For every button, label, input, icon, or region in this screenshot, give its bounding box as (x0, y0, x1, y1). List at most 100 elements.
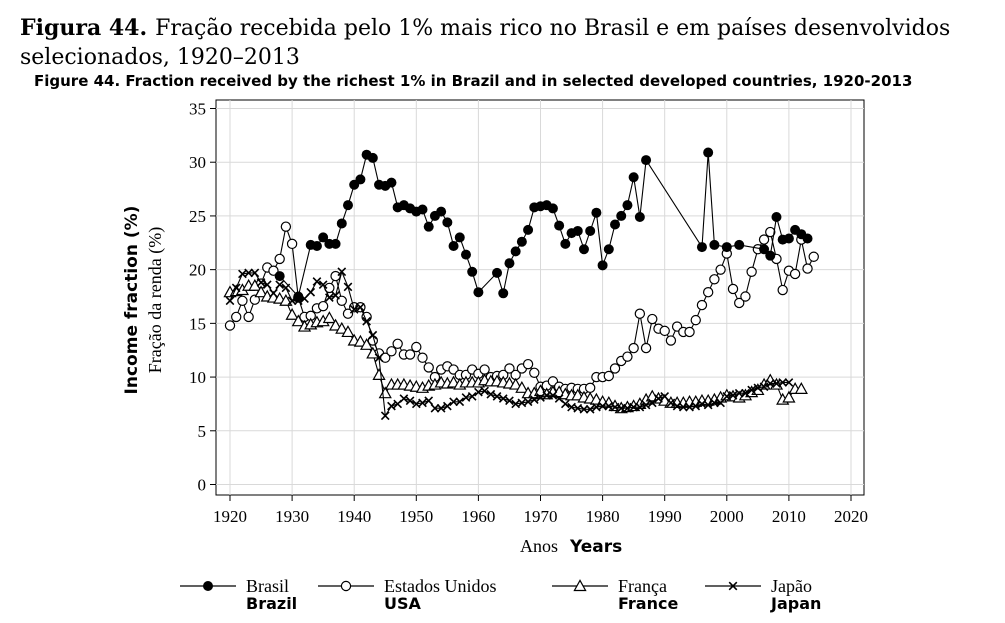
data-point-brazil (709, 239, 720, 250)
data-point-japan (710, 398, 719, 408)
data-point-brazil (616, 210, 627, 221)
data-point-brazil (448, 241, 459, 252)
data-point-usa (765, 226, 776, 238)
data-point-brazil (293, 291, 304, 302)
x-tick-label: 1950 (399, 507, 433, 526)
data-point-japan (436, 403, 446, 413)
data-point-japan (747, 385, 757, 395)
data-point-japan (262, 280, 272, 290)
axes: 0 5 10 15 20 25 30 35 1920 1930 1940 1950 1960 1970 19… (189, 100, 868, 527)
legend-label-pt: Estados Unidos (384, 576, 497, 596)
chart-title-pt-bold: Figura 44. (20, 15, 147, 41)
data-point-japan (442, 401, 452, 411)
data-point-usa (715, 264, 726, 275)
data-point-brazil (634, 212, 645, 223)
data-point-japan (579, 404, 589, 414)
x-tick-label: 2010 (772, 507, 806, 526)
data-point-japan (505, 396, 514, 406)
data-point-japan (480, 386, 489, 396)
data-point-france (794, 382, 808, 394)
data-point-france (322, 311, 336, 324)
legend-marker-japan (728, 581, 738, 591)
data-point-brazil (504, 258, 515, 269)
series-japan (225, 267, 794, 421)
data-point-brazil (560, 238, 571, 249)
data-point-france (360, 338, 374, 350)
data-point-usa (584, 382, 596, 394)
legend-label-en: USA (384, 594, 422, 613)
data-point-france (372, 368, 386, 381)
data-point-japan (765, 379, 775, 388)
data-point-usa (628, 342, 639, 354)
data-point-brazil (473, 287, 484, 298)
y-tick-label: 5 (198, 422, 207, 441)
data-point-usa (504, 363, 515, 374)
data-point-brazil (547, 203, 558, 214)
grid (216, 100, 864, 495)
data-point-brazil (585, 225, 596, 236)
data-point-japan (548, 390, 558, 400)
data-point-japan (349, 305, 359, 314)
data-point-japan (244, 268, 253, 278)
data-point-japan (486, 389, 496, 399)
data-point-brazil (336, 218, 347, 229)
data-point-japan (666, 398, 676, 408)
y-tick-label: 20 (189, 261, 206, 280)
data-point-japan (536, 393, 545, 402)
y-axis-label-en: Income fraction (%) (122, 206, 142, 395)
data-point-brazil (442, 217, 453, 228)
data-point-usa (286, 238, 298, 250)
data-point-usa (684, 326, 695, 338)
data-point-japan (542, 390, 552, 400)
legend-label-pt: Brasil (246, 576, 289, 596)
data-point-japan (616, 403, 626, 413)
series-layer (223, 147, 819, 421)
x-tick-label: 2000 (710, 507, 744, 526)
data-point-usa (529, 367, 540, 378)
data-point-usa (231, 311, 242, 323)
legend-marker-usa (340, 580, 352, 592)
data-point-japan (654, 394, 663, 403)
data-point-japan (387, 401, 396, 411)
data-point-japan (275, 280, 285, 290)
data-point-brazil (572, 225, 583, 236)
data-point-japan (728, 390, 738, 400)
x-axis-label-pt: Anos (520, 536, 558, 556)
data-point-france (285, 307, 299, 320)
data-point-brazil (386, 177, 397, 188)
data-point-japan (306, 287, 316, 297)
data-point-usa (622, 351, 633, 362)
data-point-usa (647, 313, 658, 325)
data-point-usa (404, 349, 416, 360)
data-point-brazil (603, 244, 614, 255)
series-brazil (274, 147, 813, 302)
data-point-usa (727, 283, 739, 295)
legend-label-pt: Japão (771, 576, 812, 596)
data-point-japan (635, 402, 645, 412)
data-point-france (254, 285, 268, 298)
data-point-france (279, 293, 293, 306)
data-point-brazil (311, 241, 322, 252)
data-point-japan (418, 398, 427, 408)
data-point-usa (330, 270, 341, 282)
data-point-brazil (342, 200, 353, 211)
data-point-japan (492, 392, 502, 401)
data-point-japan (678, 402, 688, 412)
data-point-usa (603, 370, 615, 382)
data-point-japan (430, 403, 440, 413)
data-point-japan (324, 293, 334, 302)
data-point-japan (337, 267, 347, 277)
data-point-japan (269, 288, 278, 298)
data-point-brazil (783, 233, 794, 244)
data-point-brazil (759, 244, 770, 255)
data-point-japan (529, 395, 539, 404)
y-tick-label: 25 (189, 207, 206, 226)
data-point-brazil (436, 206, 447, 217)
data-point-japan (362, 316, 371, 326)
data-point-japan (231, 283, 241, 293)
data-point-japan (374, 353, 384, 363)
